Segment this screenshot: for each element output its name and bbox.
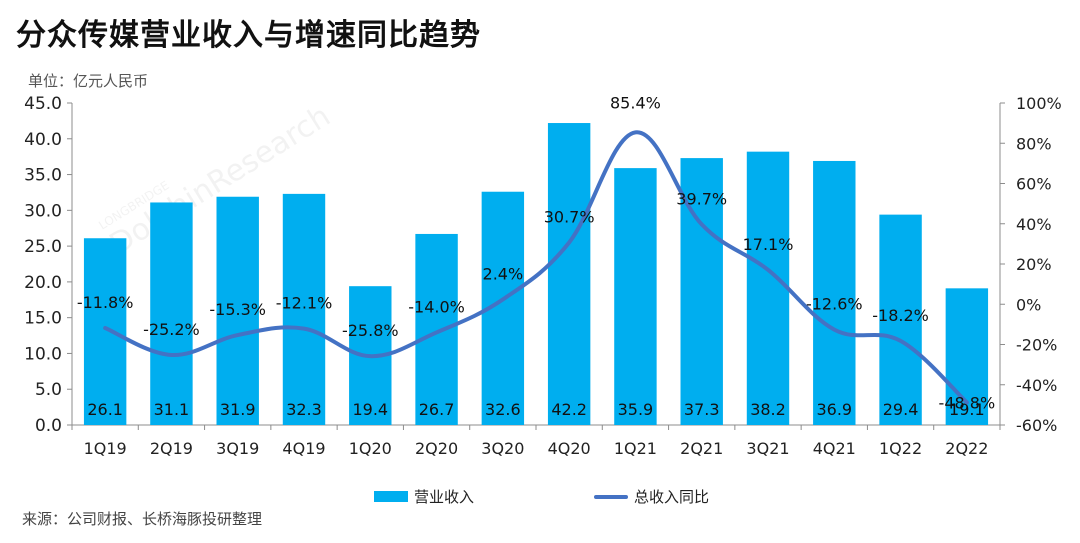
yoy-point-label: -15.3% bbox=[209, 300, 266, 319]
y-right-tick-label: 40% bbox=[1016, 215, 1052, 234]
bar-value-label: 29.4 bbox=[883, 400, 919, 419]
bar-value-label: 37.3 bbox=[684, 400, 720, 419]
x-tick-label: 1Q22 bbox=[879, 439, 922, 458]
y-right-tick-label: 80% bbox=[1016, 134, 1052, 153]
legend-label-revenue: 营业收入 bbox=[414, 488, 475, 506]
yoy-point-label: -25.2% bbox=[143, 320, 200, 339]
x-tick-label: 2Q20 bbox=[415, 439, 458, 458]
x-tick-label: 2Q21 bbox=[680, 439, 723, 458]
bar-value-label: 19.1 bbox=[949, 400, 985, 419]
bar bbox=[150, 202, 193, 425]
y-left-tick-label: 30.0 bbox=[24, 201, 62, 221]
y-right-tick-label: 100% bbox=[1016, 94, 1062, 113]
x-tick-label: 4Q19 bbox=[282, 439, 325, 458]
bar bbox=[813, 160, 856, 425]
x-tick-label: 2Q22 bbox=[945, 439, 988, 458]
y-right-tick-label: -60% bbox=[1016, 416, 1057, 435]
y-right-tick-label: -20% bbox=[1016, 336, 1057, 355]
bar bbox=[614, 168, 657, 426]
bar-value-label: 38.2 bbox=[750, 400, 786, 419]
unit-label: 单位：亿元人民币 bbox=[28, 72, 149, 90]
bar-value-label: 31.9 bbox=[220, 400, 256, 419]
bar bbox=[83, 238, 127, 425]
yoy-point-label: -12.1% bbox=[276, 294, 333, 313]
bar bbox=[879, 214, 922, 425]
bar bbox=[415, 233, 458, 425]
y-left-tick-label: 20.0 bbox=[24, 273, 62, 293]
bar-value-label: 32.3 bbox=[286, 400, 322, 419]
y-left-tick-label: 25.0 bbox=[24, 237, 62, 257]
bar bbox=[547, 123, 591, 425]
legend-swatch-line bbox=[594, 494, 628, 499]
y-left-tick-label: 15.0 bbox=[24, 309, 62, 329]
bar-value-label: 42.2 bbox=[551, 400, 587, 419]
x-tick-label: 1Q20 bbox=[349, 439, 392, 458]
y-left-tick-label: 0.0 bbox=[35, 416, 62, 436]
bar-value-label: 26.1 bbox=[87, 400, 123, 419]
x-tick-label: 3Q19 bbox=[216, 439, 259, 458]
yoy-point-label: 39.7% bbox=[676, 189, 727, 208]
bar-value-label: 26.7 bbox=[419, 400, 455, 419]
x-tick-label: 4Q21 bbox=[813, 439, 856, 458]
legend: 营业收入 总收入同比 bbox=[0, 486, 1080, 510]
y-right-tick-label: 20% bbox=[1016, 255, 1052, 274]
x-tick-label: 2Q19 bbox=[150, 439, 193, 458]
yoy-point-label: -18.2% bbox=[872, 306, 929, 325]
x-tick-label: 1Q21 bbox=[614, 439, 657, 458]
x-tick-label: 4Q20 bbox=[548, 439, 591, 458]
yoy-point-label: -25.8% bbox=[342, 321, 399, 340]
legend-label-yoy: 总收入同比 bbox=[634, 488, 710, 506]
bar bbox=[216, 196, 259, 425]
yoy-point-label: -14.0% bbox=[408, 297, 465, 316]
yoy-point-label: 2.4% bbox=[483, 264, 524, 283]
y-left-tick-label: 10.0 bbox=[24, 344, 62, 364]
y-left-tick-label: 35.0 bbox=[24, 166, 62, 186]
chart-title: 分众传媒营业收入与增速同比趋势 bbox=[16, 18, 481, 53]
yoy-point-label: 85.4% bbox=[610, 93, 661, 112]
bar-value-label: 19.4 bbox=[352, 400, 388, 419]
x-tick-label: 3Q20 bbox=[481, 439, 524, 458]
yoy-line bbox=[103, 130, 969, 405]
bar-value-label: 31.1 bbox=[154, 400, 190, 419]
yoy-point-label: 30.7% bbox=[544, 207, 595, 226]
bar-value-label: 35.9 bbox=[618, 400, 654, 419]
legend-item-revenue: 营业收入 bbox=[374, 486, 474, 507]
y-right-tick-label: 0% bbox=[1016, 295, 1041, 314]
yoy-point-label: -48.8% bbox=[939, 393, 996, 412]
bar bbox=[282, 193, 326, 425]
yoy-point-label: -12.6% bbox=[806, 295, 863, 314]
y-left-tick-label: 45.0 bbox=[24, 94, 62, 114]
y-left-tick-label: 5.0 bbox=[35, 380, 62, 400]
y-left-tick-label: 40.0 bbox=[24, 130, 62, 150]
y-right-tick-label: -40% bbox=[1016, 376, 1057, 395]
legend-swatch-bar bbox=[374, 491, 408, 502]
bar-value-label: 36.9 bbox=[816, 400, 852, 419]
y-right-tick-label: 60% bbox=[1016, 175, 1052, 194]
x-tick-label: 1Q19 bbox=[84, 439, 127, 458]
bar-value-label: 32.6 bbox=[485, 400, 521, 419]
legend-item-yoy: 总收入同比 bbox=[594, 486, 709, 507]
source-label: 来源：公司财报、长桥海豚投研整理 bbox=[22, 510, 263, 528]
yoy-point-label: -11.8% bbox=[77, 293, 134, 312]
x-tick-label: 3Q21 bbox=[746, 439, 789, 458]
yoy-point-label: 17.1% bbox=[743, 235, 794, 254]
bar bbox=[746, 151, 790, 425]
